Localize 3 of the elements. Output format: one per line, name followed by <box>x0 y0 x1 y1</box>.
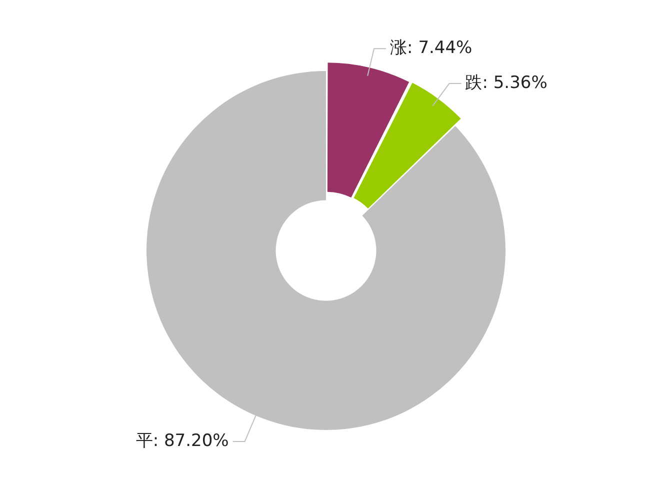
slice-label: 平: 87.20% <box>136 430 229 451</box>
slice-label: 跌: 5.36% <box>465 72 548 93</box>
slice-label: 涨: 7.44% <box>390 38 472 58</box>
